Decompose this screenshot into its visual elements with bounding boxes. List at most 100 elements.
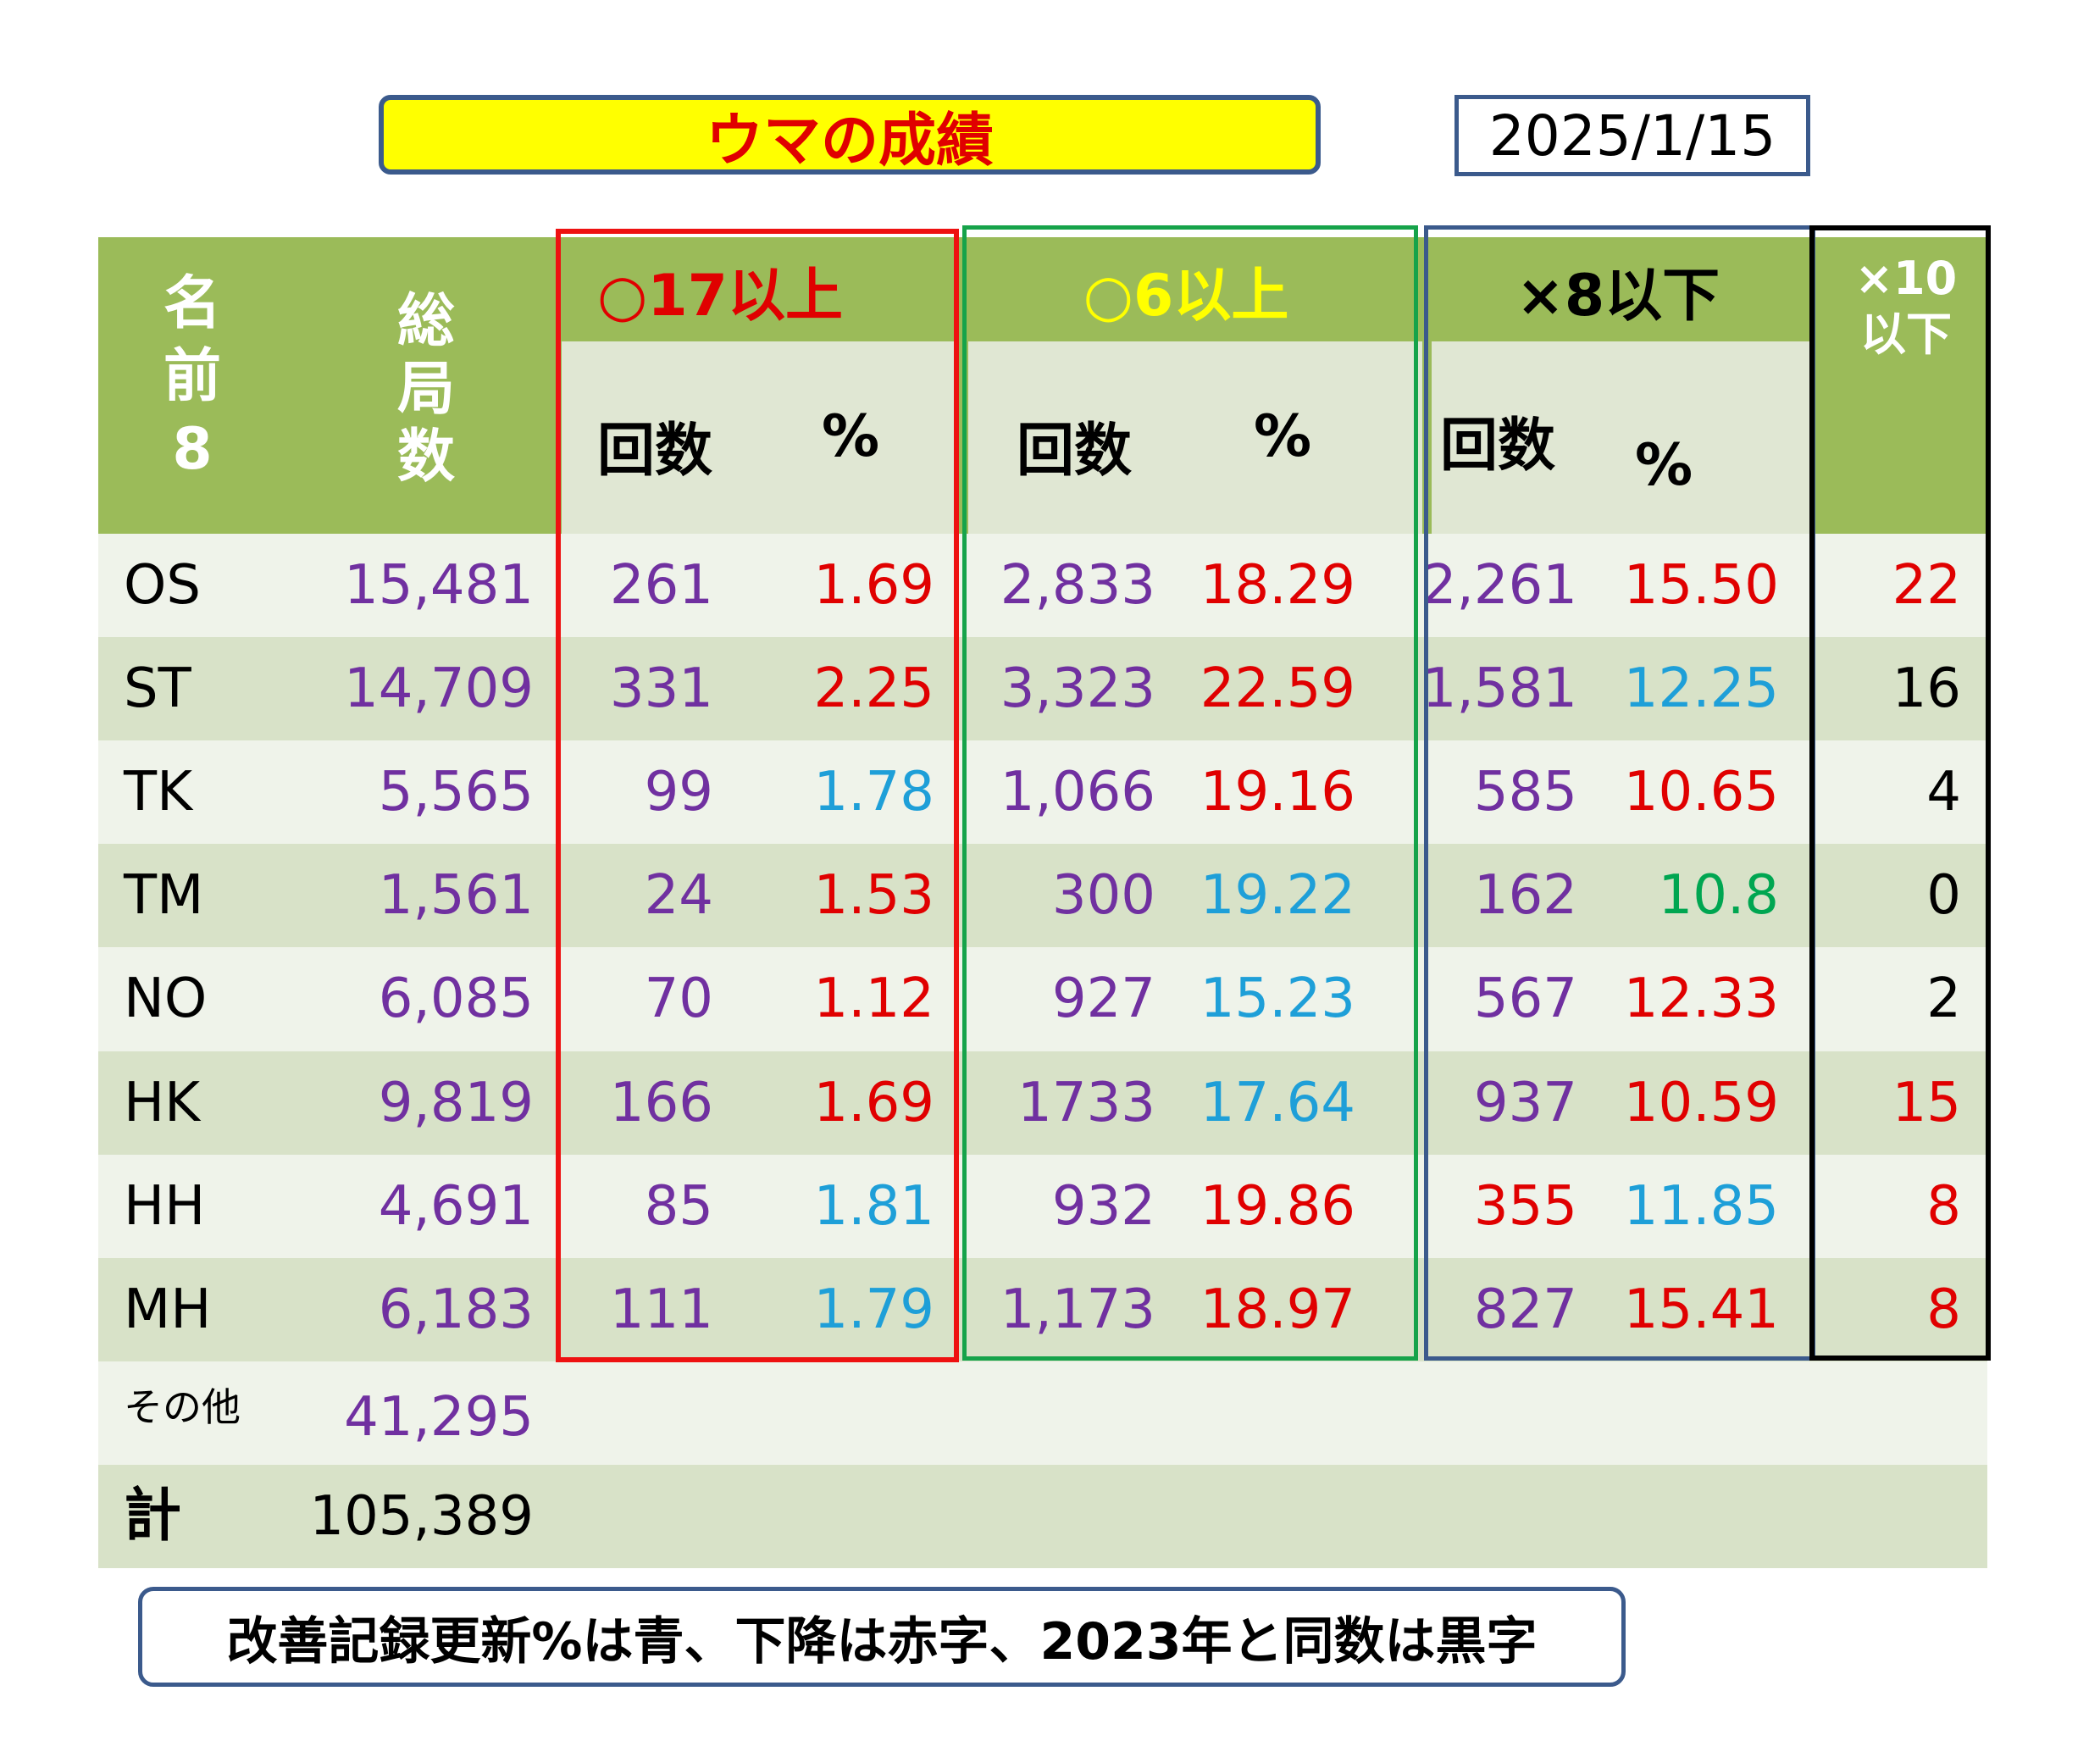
- row-sum-bg: [98, 1465, 1987, 1568]
- cell-g17-count: 99: [644, 761, 713, 823]
- cell-x8-pct: 12.33: [1623, 967, 1779, 1030]
- cell-x8-count: 937: [1473, 1072, 1577, 1134]
- cell-total: 4,691: [378, 1175, 534, 1238]
- cell-x8-pct: 11.85: [1623, 1175, 1779, 1238]
- cell-g6-pct: 19.16: [1200, 761, 1355, 823]
- table-row-bg: [98, 1051, 1987, 1156]
- table-row-bg: [98, 947, 1987, 1051]
- cell-g17-count: 331: [609, 657, 713, 720]
- table-row-bg: [98, 1155, 1987, 1259]
- group-label-x10-line: 以下: [1860, 308, 1952, 361]
- subheader-bg-6: [968, 341, 1422, 534]
- cell-total: 9,819: [378, 1072, 534, 1134]
- cell-total: 6,085: [378, 967, 534, 1030]
- header-name-line: 名: [163, 270, 221, 337]
- cell-g17-pct: 1.12: [813, 967, 935, 1030]
- page-title: ウマの成績: [705, 107, 994, 175]
- cell-x8-pct: 10.8: [1658, 864, 1780, 927]
- cell-x8-pct: 12.25: [1623, 657, 1779, 720]
- group-label-6: ○6以上: [1083, 262, 1289, 330]
- header-total: 総 局 数: [356, 288, 496, 491]
- sub-pct-17: %: [822, 403, 880, 470]
- sub-count-17: 回数: [597, 418, 713, 485]
- cell-g17-pct: 1.69: [813, 1072, 935, 1134]
- cell-x8-count: 1,581: [1421, 657, 1577, 720]
- date-box: 2025/1/15: [1454, 95, 1810, 176]
- frame-x10: [1809, 225, 1991, 1361]
- cell-g6-pct: 19.86: [1200, 1175, 1355, 1238]
- date-text: 2025/1/15: [1488, 103, 1776, 169]
- header-name-line: 8: [172, 416, 213, 483]
- cell-g17-count: 70: [644, 967, 713, 1030]
- row-name: TM: [124, 864, 204, 927]
- sub-pct-x8: %: [1635, 432, 1693, 499]
- cell-x8-pct: 15.50: [1623, 554, 1779, 617]
- row-name: HK: [124, 1072, 201, 1134]
- table-row-bg: [98, 534, 1987, 638]
- group-label-x8: ×8以下: [1515, 262, 1720, 330]
- table-row-bg: [98, 844, 1987, 948]
- cell-x10: 22: [1892, 554, 1961, 617]
- row-name: NO: [124, 967, 208, 1030]
- cell-g6-count: 1,173: [1000, 1278, 1155, 1341]
- legend-note: 改善記録更新%は青、下降は赤字、2023年と同数は黒字: [138, 1587, 1626, 1687]
- cell-g6-pct: 18.29: [1200, 554, 1355, 617]
- cell-x10: 0: [1926, 864, 1961, 927]
- sub-count-6: 回数: [1017, 418, 1133, 485]
- table-row-bg: [98, 740, 1987, 845]
- cell-g6-count: 1733: [1017, 1072, 1155, 1134]
- cell-x10: 15: [1892, 1072, 1961, 1134]
- cell-g17-count: 166: [609, 1072, 713, 1134]
- header-total-line: 総: [396, 288, 455, 355]
- subheader-bg-17: [562, 341, 957, 534]
- frame-17: [556, 229, 959, 1362]
- other-total: 41,295: [344, 1386, 534, 1449]
- header-total-line: 数: [396, 424, 455, 491]
- cell-x10: 4: [1926, 761, 1961, 823]
- row-name: HH: [124, 1175, 206, 1238]
- row-name: OS: [124, 554, 201, 617]
- cell-x8-pct: 10.65: [1623, 761, 1779, 823]
- sum-label: 計: [124, 1483, 182, 1550]
- cell-x10: 16: [1892, 657, 1961, 720]
- row-other-bg: [98, 1361, 1987, 1465]
- cell-g17-pct: 1.78: [813, 761, 935, 823]
- row-name: MH: [124, 1278, 212, 1341]
- sum-total: 105,389: [309, 1485, 534, 1548]
- cell-x10: 8: [1926, 1278, 1961, 1341]
- cell-g6-pct: 15.23: [1200, 967, 1355, 1030]
- frame-6: [962, 225, 1418, 1361]
- cell-g17-pct: 1.81: [813, 1175, 935, 1238]
- row-name: ST: [124, 657, 191, 720]
- cell-g6-pct: 19.22: [1200, 864, 1355, 927]
- group-label-x10-line: ×10: [1854, 252, 1958, 305]
- group-label-17: ○17以上: [597, 262, 843, 330]
- cell-g17-pct: 1.69: [813, 554, 935, 617]
- header-name: 名 前 8: [98, 268, 286, 486]
- cell-total: 5,565: [378, 761, 534, 823]
- cell-g6-pct: 22.59: [1200, 657, 1355, 720]
- cell-g17-pct: 2.25: [813, 657, 935, 720]
- table-row-bg: [98, 1258, 1987, 1362]
- other-label: その他: [124, 1384, 241, 1430]
- cell-g17-count: 111: [609, 1278, 713, 1341]
- cell-x10: 8: [1926, 1175, 1961, 1238]
- table-row-bg: [98, 637, 1987, 741]
- cell-g6-count: 300: [1051, 864, 1155, 927]
- cell-x8-count: 2,261: [1421, 554, 1577, 617]
- cell-g17-count: 261: [609, 554, 713, 617]
- subheader-bg-x8: [1432, 341, 1815, 534]
- cell-x8-pct: 15.41: [1623, 1278, 1779, 1341]
- cell-x8-count: 827: [1473, 1278, 1577, 1341]
- frame-x8: [1424, 225, 1815, 1361]
- header-name-line: 前: [163, 343, 221, 410]
- cell-total: 1,561: [378, 864, 534, 927]
- cell-g6-pct: 17.64: [1200, 1072, 1355, 1134]
- sub-count-x8: 回数: [1440, 413, 1556, 480]
- cell-g6-pct: 18.97: [1200, 1278, 1355, 1341]
- cell-total: 6,183: [378, 1278, 534, 1341]
- cell-x8-pct: 10.59: [1623, 1072, 1779, 1134]
- cell-total: 14,709: [344, 657, 534, 720]
- row-name: TK: [124, 761, 193, 823]
- sub-pct-6: %: [1254, 403, 1312, 470]
